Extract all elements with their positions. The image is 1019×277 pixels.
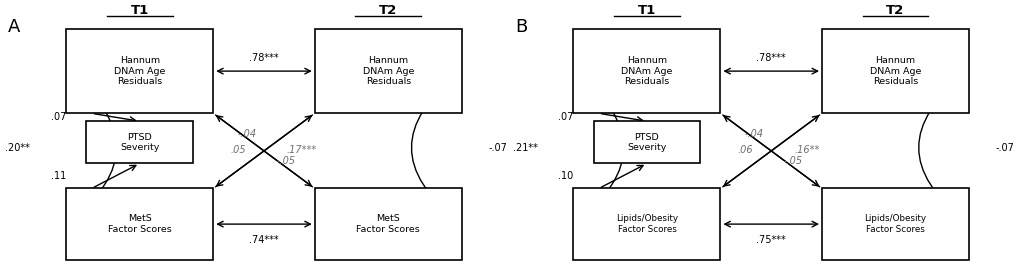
Text: .74***: .74***	[249, 235, 278, 245]
Text: Hannum
DNAm Age
Residuals: Hannum DNAm Age Residuals	[114, 56, 165, 86]
Text: T2: T2	[886, 4, 904, 17]
Text: -.05: -.05	[784, 156, 802, 166]
FancyBboxPatch shape	[66, 29, 213, 113]
Text: T2: T2	[379, 4, 397, 17]
Text: .10: .10	[557, 171, 573, 181]
Text: Hannum
DNAm Age
Residuals: Hannum DNAm Age Residuals	[869, 56, 920, 86]
Text: .78***: .78***	[249, 53, 278, 63]
FancyBboxPatch shape	[573, 29, 719, 113]
Text: T1: T1	[637, 4, 655, 17]
FancyBboxPatch shape	[315, 188, 462, 260]
Text: PTSD
Severity: PTSD Severity	[120, 133, 159, 152]
Text: Hannum
DNAm Age
Residuals: Hannum DNAm Age Residuals	[621, 56, 672, 86]
Text: .16**: .16**	[793, 145, 818, 155]
FancyBboxPatch shape	[593, 121, 699, 163]
Text: .05: .05	[230, 145, 246, 155]
Text: .06: .06	[737, 145, 753, 155]
Text: Lipids/Obesity
Factor Scores: Lipids/Obesity Factor Scores	[864, 214, 925, 234]
Text: -.07: -.07	[488, 143, 507, 153]
FancyBboxPatch shape	[821, 188, 968, 260]
Text: .75***: .75***	[756, 235, 786, 245]
Text: A: A	[8, 18, 20, 36]
Text: -.04: -.04	[237, 129, 256, 139]
Text: Hannum
DNAm Age
Residuals: Hannum DNAm Age Residuals	[362, 56, 414, 86]
Text: -.05: -.05	[276, 156, 296, 166]
Text: .20**: .20**	[5, 143, 31, 153]
Text: -.07: -.07	[995, 143, 1014, 153]
Text: .21**: .21**	[512, 143, 537, 153]
Text: .11: .11	[51, 171, 66, 181]
Text: .17***: .17***	[286, 145, 317, 155]
FancyBboxPatch shape	[87, 121, 193, 163]
FancyBboxPatch shape	[66, 188, 213, 260]
Text: Lipids/Obesity
Factor Scores: Lipids/Obesity Factor Scores	[615, 214, 678, 234]
FancyBboxPatch shape	[573, 188, 719, 260]
Text: T1: T1	[130, 4, 149, 17]
Text: MetS
Factor Scores: MetS Factor Scores	[108, 214, 171, 234]
Text: .07: .07	[557, 112, 573, 122]
Text: PTSD
Severity: PTSD Severity	[627, 133, 666, 152]
Text: MetS
Factor Scores: MetS Factor Scores	[356, 214, 420, 234]
Text: .07: .07	[51, 112, 66, 122]
FancyBboxPatch shape	[821, 29, 968, 113]
Text: -.04: -.04	[744, 129, 763, 139]
Text: .78***: .78***	[756, 53, 786, 63]
FancyBboxPatch shape	[315, 29, 462, 113]
Text: B: B	[515, 18, 527, 36]
